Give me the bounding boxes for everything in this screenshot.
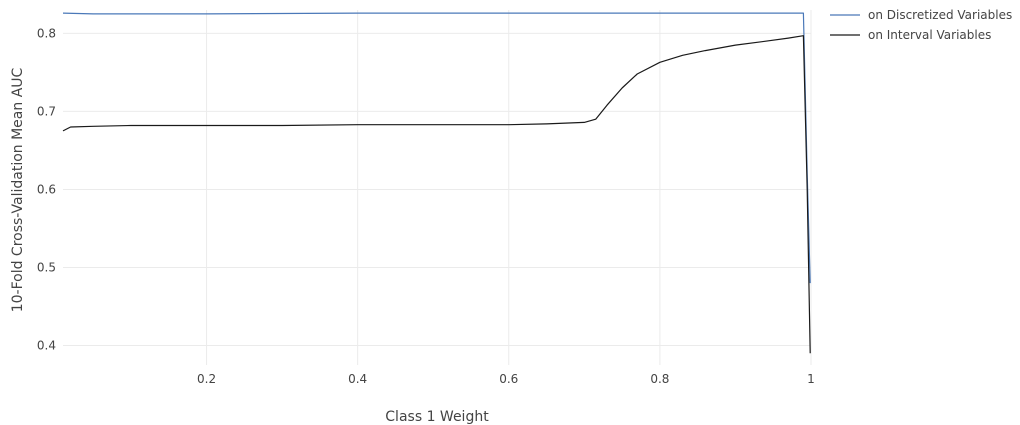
- legend[interactable]: on Discretized Variables on Interval Vari…: [830, 8, 1012, 42]
- x-axis-title: Class 1 Weight: [385, 409, 489, 425]
- legend-label: on Discretized Variables: [868, 8, 1012, 22]
- y-tick-label: 0.6: [37, 182, 56, 196]
- y-tick-label: 0.4: [37, 338, 56, 352]
- series-line-2: [62, 35, 811, 354]
- legend-label: on Interval Variables: [868, 28, 991, 42]
- y-axis-title: 10-Fold Cross-Validation Mean AUC: [10, 67, 26, 312]
- y-tick-label: 0.7: [37, 104, 56, 118]
- x-tick-label: 0.6: [499, 372, 518, 386]
- legend-item-1[interactable]: on Discretized Variables: [830, 8, 1012, 22]
- series-lines: [62, 12, 811, 354]
- x-tick-label: 1: [807, 372, 815, 386]
- tick-labels: 0.2 0.4 0.6 0.8 1 0.4 0.5 0.6 0.7 0.8: [37, 26, 815, 386]
- series-line-1: [62, 12, 811, 284]
- x-tick-label: 0.4: [348, 372, 367, 386]
- x-tick-label: 0.2: [197, 372, 216, 386]
- y-tick-label: 0.8: [37, 26, 56, 40]
- gridlines: [63, 10, 812, 365]
- x-tick-label: 0.8: [650, 372, 669, 386]
- legend-item-2[interactable]: on Interval Variables: [830, 28, 991, 42]
- y-tick-label: 0.5: [37, 260, 56, 274]
